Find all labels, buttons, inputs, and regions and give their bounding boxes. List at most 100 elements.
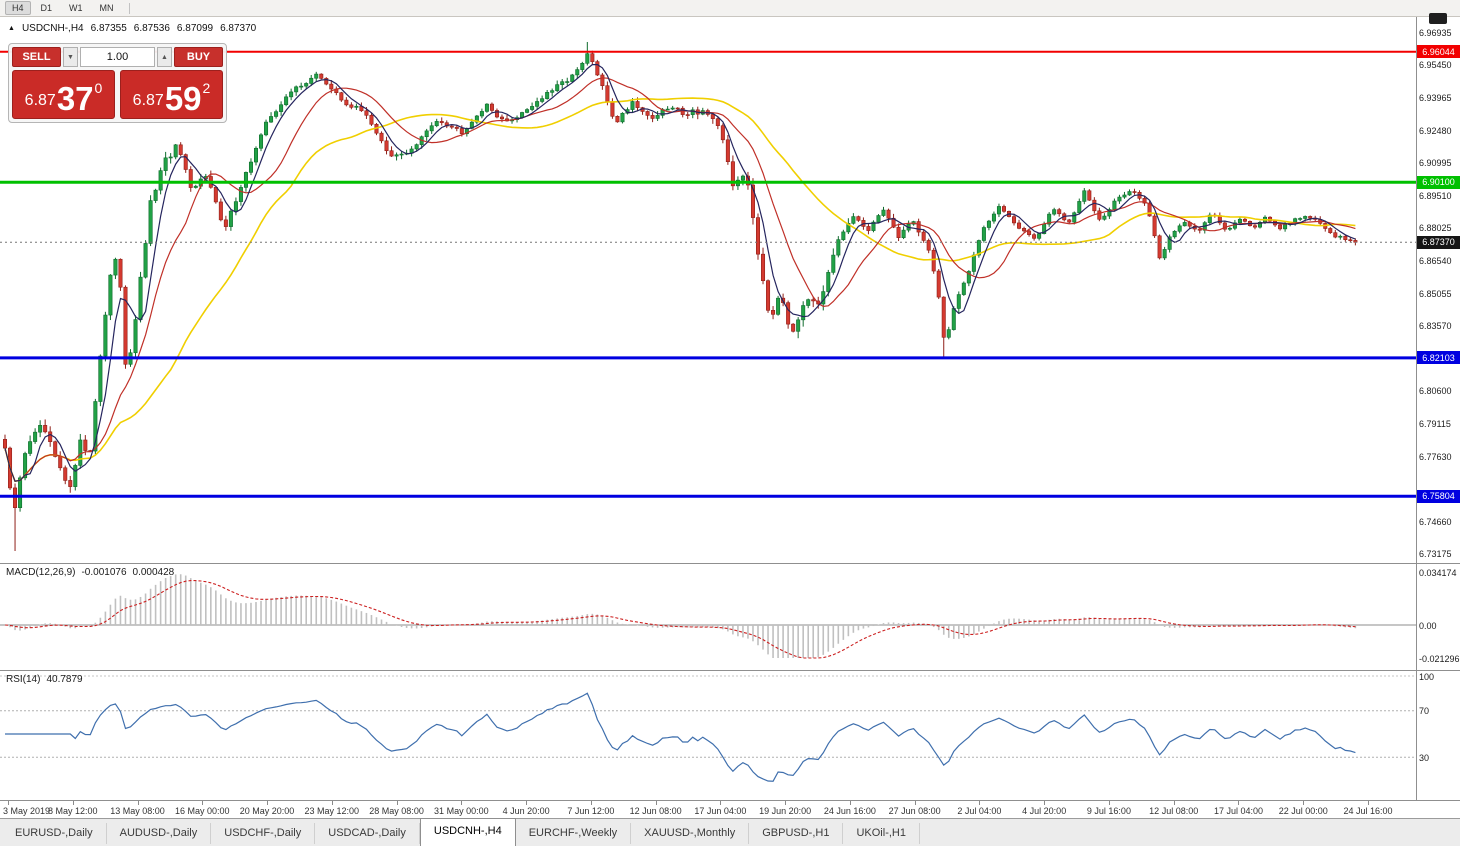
time-label: 19 Jun 20:00: [759, 806, 812, 816]
macd-indicator-canvas[interactable]: [0, 564, 1416, 670]
price-tick-label: 6.86540: [1419, 255, 1452, 266]
volume-input[interactable]: 1.00: [80, 47, 155, 67]
chart-tab-ukoil-h1[interactable]: UKOil-,H1: [843, 823, 920, 844]
price-tick-label: 6.89510: [1419, 190, 1452, 201]
rsi-name: RSI(14): [6, 674, 41, 685]
blue-support-line-label-2: 6.75804: [1417, 489, 1460, 503]
time-label: 4 Jul 20:00: [1022, 806, 1067, 816]
sell-price-button[interactable]: 6.87 37 0: [12, 70, 115, 119]
symbol-marker-icon: ▲: [8, 25, 15, 32]
chart-tab-xauusd-monthly[interactable]: XAUUSD-,Monthly: [631, 823, 750, 844]
time-label: 2 Jul 04:00: [957, 806, 1002, 816]
time-label: 3 May 2019: [3, 806, 51, 816]
macd-axis-label: 0.00: [1419, 620, 1437, 631]
macd-axis-label: -0.021296: [1419, 653, 1460, 664]
time-tick: [1108, 801, 1110, 805]
time-tick: [72, 801, 74, 805]
time-label: 20 May 20:00: [239, 806, 295, 816]
sell-price-big: 37: [56, 79, 94, 117]
price-tick-label: 6.80600: [1419, 386, 1452, 397]
price-chart-canvas[interactable]: [0, 17, 1416, 563]
time-label: 31 May 00:00: [434, 806, 489, 816]
rsi-indicator-label: RSI(14) 40.7879: [6, 674, 83, 685]
time-tick: [785, 801, 787, 805]
volume-down-icon: ▼: [67, 53, 74, 61]
time-label: 8 May 12:00: [47, 806, 98, 816]
price-axis-separator: [1416, 17, 1417, 800]
time-tick: [461, 801, 463, 805]
rsi-axis-label: 30: [1419, 752, 1430, 763]
rsi-value: 40.7879: [46, 674, 83, 685]
time-tick: [526, 801, 528, 805]
price-tick-label: 6.95450: [1419, 60, 1452, 71]
macd-value-signal: 0.000428: [132, 567, 175, 578]
time-tick: [590, 801, 592, 805]
time-tick: [1368, 801, 1369, 805]
buy-button[interactable]: BUY: [174, 47, 223, 67]
price-tick-label: 6.88025: [1419, 223, 1452, 234]
buy-price-big: 59: [164, 79, 202, 117]
macd-splitter[interactable]: [0, 563, 1460, 564]
time-tick: [655, 801, 657, 805]
time-tick: [1238, 801, 1240, 805]
time-tick: [331, 801, 333, 805]
time-tick: [979, 801, 981, 805]
chart-tab-usdchf-daily[interactable]: USDCHF-,Daily: [211, 823, 316, 844]
time-tick: [137, 801, 139, 805]
macd-axis: 0.034174 0.00 -0.021296: [1417, 564, 1460, 670]
time-tick: [914, 801, 916, 805]
resistance-line-label: 6.96044: [1417, 45, 1460, 59]
time-label: 4 Jun 20:00: [502, 806, 550, 816]
time-label: 16 May 00:00: [175, 806, 230, 816]
rsi-splitter[interactable]: [0, 670, 1460, 671]
toolbar-divider: [128, 2, 130, 14]
price-tick-label: 6.83570: [1419, 321, 1452, 332]
sell-button[interactable]: SELL: [12, 47, 61, 67]
time-label: 9 Jul 16:00: [1086, 806, 1131, 816]
buy-price-prefix: 6.87: [132, 92, 164, 109]
rsi-indicator-canvas[interactable]: [0, 671, 1416, 800]
rsi-axis-label: 70: [1419, 706, 1430, 717]
time-label: 17 Jul 04:00: [1213, 806, 1263, 816]
price-tick-label: 6.79115: [1419, 419, 1451, 430]
time-tick: [8, 801, 9, 805]
volume-up-icon: ▲: [161, 53, 168, 61]
chart-tab-gbpusd-h1[interactable]: GBPUSD-,H1: [749, 823, 844, 844]
chart-tab-eurusd-daily[interactable]: EURUSD-,Daily: [2, 823, 107, 844]
chart-tab-usdcad-daily[interactable]: USDCAD-,Daily: [315, 823, 420, 844]
chart-tab-eurchf-weekly[interactable]: EURCHF-,Weekly: [516, 823, 632, 844]
price-tick-label: 6.93965: [1419, 92, 1452, 103]
timeframe-button-h4[interactable]: H4: [5, 1, 31, 15]
macd-axis-label: 0.034174: [1419, 567, 1457, 578]
time-tick: [1173, 801, 1175, 805]
chart-symbol-label: USDCNH-,H4: [21, 23, 84, 34]
price-axis[interactable]: 6.96935 6.95450 6.93965 6.92480 6.90995 6.895…: [1417, 17, 1460, 563]
chart-shift-marker[interactable]: [1429, 13, 1447, 24]
price-tick-label: 6.74660: [1419, 516, 1452, 527]
time-tick: [720, 801, 722, 805]
ohlc-high: 6.87536: [133, 23, 170, 34]
buy-price-button[interactable]: 6.87 59 2: [120, 70, 223, 119]
price-tick-label: 6.92480: [1419, 125, 1452, 136]
timeframe-button-w1[interactable]: W1: [69, 3, 83, 13]
timeframe-button-d1[interactable]: D1: [40, 3, 53, 13]
time-label: 12 Jul 08:00: [1149, 806, 1199, 816]
time-label: 24 Jul 16:00: [1343, 806, 1393, 816]
time-tick: [396, 801, 398, 805]
time-label: 13 May 08:00: [110, 806, 165, 816]
time-label: 23 May 12:00: [304, 806, 360, 816]
chart-tab-usdcnh-h4[interactable]: USDCNH-,H4: [419, 818, 516, 846]
price-tick-label: 6.96935: [1419, 27, 1452, 38]
time-axis[interactable]: 3 May 2019 8 May 12:00 13 May 08:00 16 May …: [0, 800, 1460, 818]
price-tick-label: 6.90995: [1419, 158, 1452, 169]
volume-increase-button[interactable]: ▲: [157, 47, 172, 67]
timeframe-button-mn[interactable]: MN: [99, 3, 114, 13]
chart-tab-audusd-daily[interactable]: AUDUSD-,Daily: [107, 823, 212, 844]
ohlc-close: 6.87370: [220, 23, 257, 34]
time-tick: [1044, 801, 1046, 805]
sell-price-sup: 0: [94, 80, 103, 96]
macd-value-main: -0.001076: [81, 567, 127, 578]
volume-decrease-button[interactable]: ▼: [63, 47, 78, 67]
time-label: 12 Jun 08:00: [629, 806, 682, 816]
